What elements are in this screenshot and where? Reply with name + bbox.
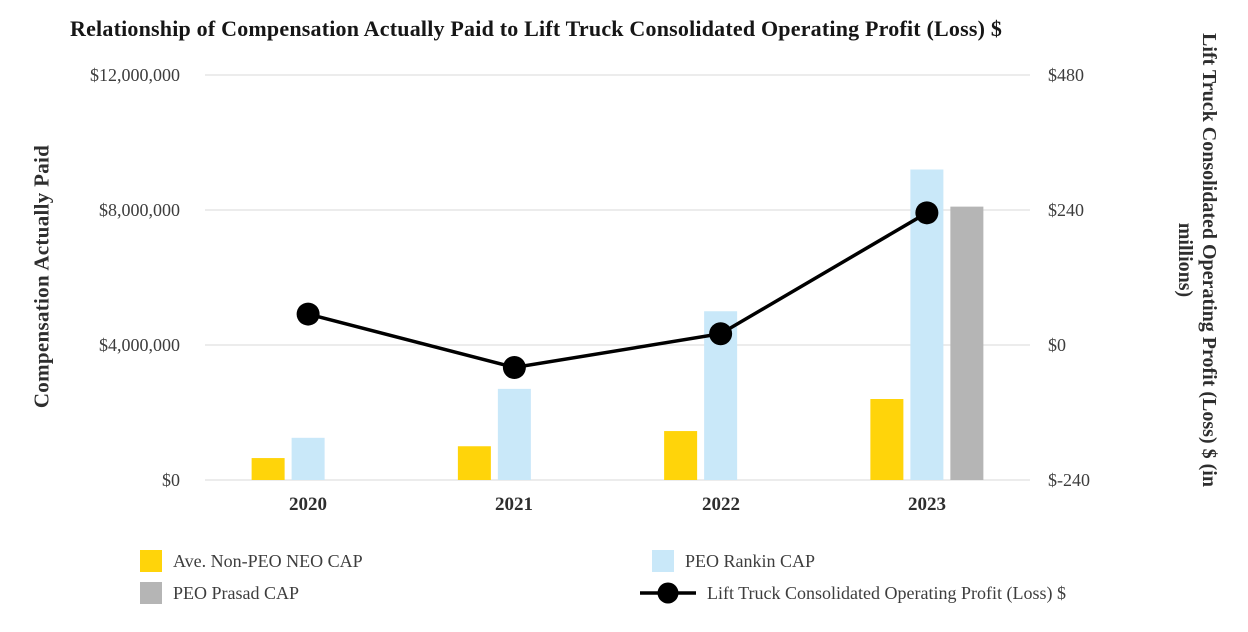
right-axis-tick: $0: [1048, 335, 1066, 355]
legend-item-peo-prasad-cap: PEO Prasad CAP: [140, 581, 299, 605]
bar-ave-non-peo-neo-cap: [664, 431, 698, 480]
gray-square-icon: [140, 582, 162, 604]
legend-item-operating-profit-line: Lift Truck Consolidated Operating Profit…: [640, 581, 1066, 605]
x-axis-label: 2023: [908, 494, 946, 515]
legend-item-ave-non-peo-neo-cap: Ave. Non-PEO NEO CAP: [140, 549, 363, 573]
bar-ave-non-peo-neo-cap: [870, 399, 904, 480]
right-axis-tick: $240: [1048, 200, 1084, 220]
right-axis-tick: $480: [1048, 65, 1084, 85]
blue-square-icon: [652, 550, 674, 572]
x-axis-label: 2022: [702, 494, 740, 515]
legend-label: Lift Truck Consolidated Operating Profit…: [707, 582, 1066, 603]
left-axis-tick: $4,000,000: [99, 335, 180, 355]
chart-title: Relationship of Compensation Actually Pa…: [70, 16, 1003, 41]
yellow-square-icon: [140, 550, 162, 572]
operating-profit-marker: [296, 302, 320, 326]
bar-ave-non-peo-neo-cap: [251, 458, 285, 480]
left-axis-tick: $8,000,000: [99, 200, 180, 220]
right-axis-tick: $-240: [1048, 470, 1090, 490]
legend-item-peo-rankin-cap: PEO Rankin CAP: [652, 549, 815, 573]
x-axis-label: 2020: [289, 494, 327, 515]
left-axis-tick: $12,000,000: [90, 65, 180, 85]
operating-profit-marker: [502, 356, 526, 379]
x-axis-label: 2021: [495, 494, 533, 515]
operating-profit-marker: [709, 322, 733, 346]
left-axis-tick: $0: [162, 470, 180, 490]
operating-profit-line: [307, 211, 928, 370]
line-marker-icon: [640, 582, 696, 604]
bar-peo-prasad-cap: [950, 206, 984, 480]
legend-label: PEO Rankin CAP: [685, 550, 816, 571]
bar-peo-rankin-cap: [497, 388, 531, 480]
operating-profit-marker: [915, 201, 939, 225]
legend-label: Ave. Non-PEO NEO CAP: [173, 550, 363, 571]
legend-label: PEO Prasad CAP: [173, 582, 300, 603]
bar-ave-non-peo-neo-cap: [457, 446, 491, 480]
bar-peo-rankin-cap: [291, 437, 325, 480]
